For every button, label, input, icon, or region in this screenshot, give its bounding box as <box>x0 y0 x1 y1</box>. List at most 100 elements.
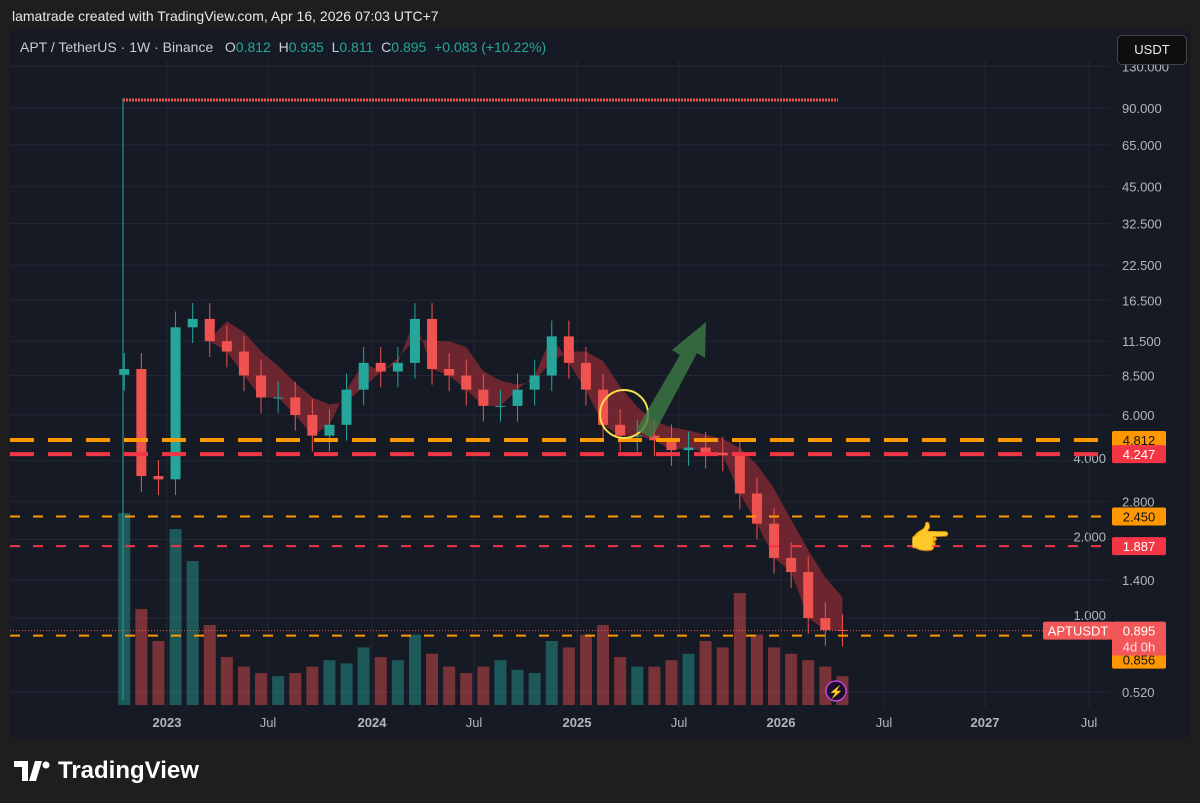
open-label: O <box>224 39 236 55</box>
volume-bar <box>357 647 370 705</box>
volume-bar <box>135 609 148 705</box>
candle <box>478 389 489 406</box>
y-tick-label: 0.520 <box>1122 685 1155 700</box>
volume-bar <box>426 653 439 705</box>
volume-bar <box>203 625 216 705</box>
volume-bar <box>699 641 712 705</box>
candle <box>427 318 438 369</box>
volume-bar <box>528 673 541 705</box>
close-value: 0.895 <box>391 39 427 55</box>
x-tick-label: 2027 <box>971 715 1000 730</box>
candle <box>136 369 147 477</box>
candle <box>529 375 540 390</box>
candle <box>221 341 232 352</box>
volume-bar <box>494 660 507 705</box>
volume-bar <box>340 663 353 705</box>
pointing-hand-icon: 👉 <box>909 520 951 558</box>
symbol-tag: APTUSDT <box>1048 624 1109 639</box>
volume-bar <box>802 660 815 705</box>
currency-button[interactable]: USDT <box>1117 35 1187 65</box>
volume-bar <box>220 657 233 705</box>
volume-bar <box>562 647 575 705</box>
candle <box>444 369 455 376</box>
level-label-bg <box>1112 445 1166 464</box>
change-value: +0.083 (+10.22%) <box>434 39 547 55</box>
volume-bar <box>169 529 182 705</box>
y-tick-label: 32.500 <box>1122 216 1162 231</box>
candle <box>632 435 643 437</box>
y-tick-label: 1.000 <box>1073 608 1106 623</box>
trend-ribbon <box>209 318 843 631</box>
x-tick-label: Jul <box>671 715 688 730</box>
symbol-tag-bg <box>1043 621 1113 640</box>
volume-bar <box>306 666 319 705</box>
symbol-label[interactable]: APT / TetherUS · 1W · Binance <box>20 39 214 55</box>
volume-bar <box>750 634 763 705</box>
level-label-bg <box>1112 430 1166 449</box>
volume-bar <box>511 669 524 705</box>
volume-bar <box>579 634 592 705</box>
tradingview-logo[interactable]: TradingView <box>14 757 199 785</box>
x-tick-label: Jul <box>876 715 893 730</box>
volume-bar <box>272 676 285 705</box>
open-value: 0.812 <box>235 39 271 55</box>
y-tick-label: 6.000 <box>1122 408 1155 423</box>
candle <box>375 362 386 372</box>
lightning-glyph: ⚡ <box>829 685 844 699</box>
candle <box>580 362 591 390</box>
volume-bar <box>255 673 268 705</box>
volume-bar <box>323 660 336 705</box>
candle <box>598 389 609 425</box>
candle <box>461 375 472 390</box>
candle <box>717 452 728 456</box>
volume-bar <box>391 660 404 705</box>
volume-bar <box>716 647 729 705</box>
tradingview-logo-icon <box>14 761 50 781</box>
x-tick-label: Jul <box>260 715 277 730</box>
candle <box>734 455 745 494</box>
candle <box>820 618 831 630</box>
chart-credit: lamatrade created with TradingView.com, … <box>12 8 439 24</box>
price-tag-bg <box>1112 621 1166 656</box>
x-tick-label: 2024 <box>358 715 388 730</box>
y-tick-label: 22.500 <box>1122 258 1162 273</box>
candle <box>700 447 711 453</box>
y-tick-label: 90.000 <box>1122 101 1162 116</box>
volume-bar <box>733 593 746 705</box>
y-tick-label: 16.500 <box>1122 293 1162 308</box>
candle <box>751 493 762 524</box>
candle <box>837 630 848 631</box>
candle <box>786 557 797 573</box>
y-tick-label: 2.800 <box>1122 494 1155 509</box>
brand-name: TradingView <box>58 757 199 784</box>
candle <box>409 318 420 363</box>
candle <box>615 424 626 436</box>
candle <box>683 447 694 451</box>
y-tick-label: 65.000 <box>1122 138 1162 153</box>
x-tick-label: 2025 <box>563 715 592 730</box>
candle <box>170 327 181 480</box>
volume-bar <box>152 641 165 705</box>
volume-bar <box>408 634 421 705</box>
candle <box>666 440 677 451</box>
candle <box>341 389 352 425</box>
close-label: C <box>381 39 392 55</box>
high-value: 0.935 <box>288 39 324 55</box>
y-tick-label: 8.500 <box>1122 368 1155 383</box>
candle <box>290 397 301 415</box>
candle <box>324 424 335 436</box>
level-label-bg <box>1112 537 1166 556</box>
volume-bar <box>597 625 610 705</box>
volume-bar <box>237 666 250 705</box>
level-label: 2.450 <box>1123 509 1156 524</box>
volume-bar <box>614 657 627 705</box>
level-label: 1.887 <box>1123 539 1156 554</box>
up-arrow-annotation <box>636 322 706 438</box>
candle <box>256 375 267 398</box>
price-tag: 0.895 <box>1123 624 1156 639</box>
volume-bar <box>118 513 131 705</box>
volume-bar <box>682 653 695 705</box>
candle <box>392 362 403 372</box>
volume-bar <box>374 657 387 705</box>
